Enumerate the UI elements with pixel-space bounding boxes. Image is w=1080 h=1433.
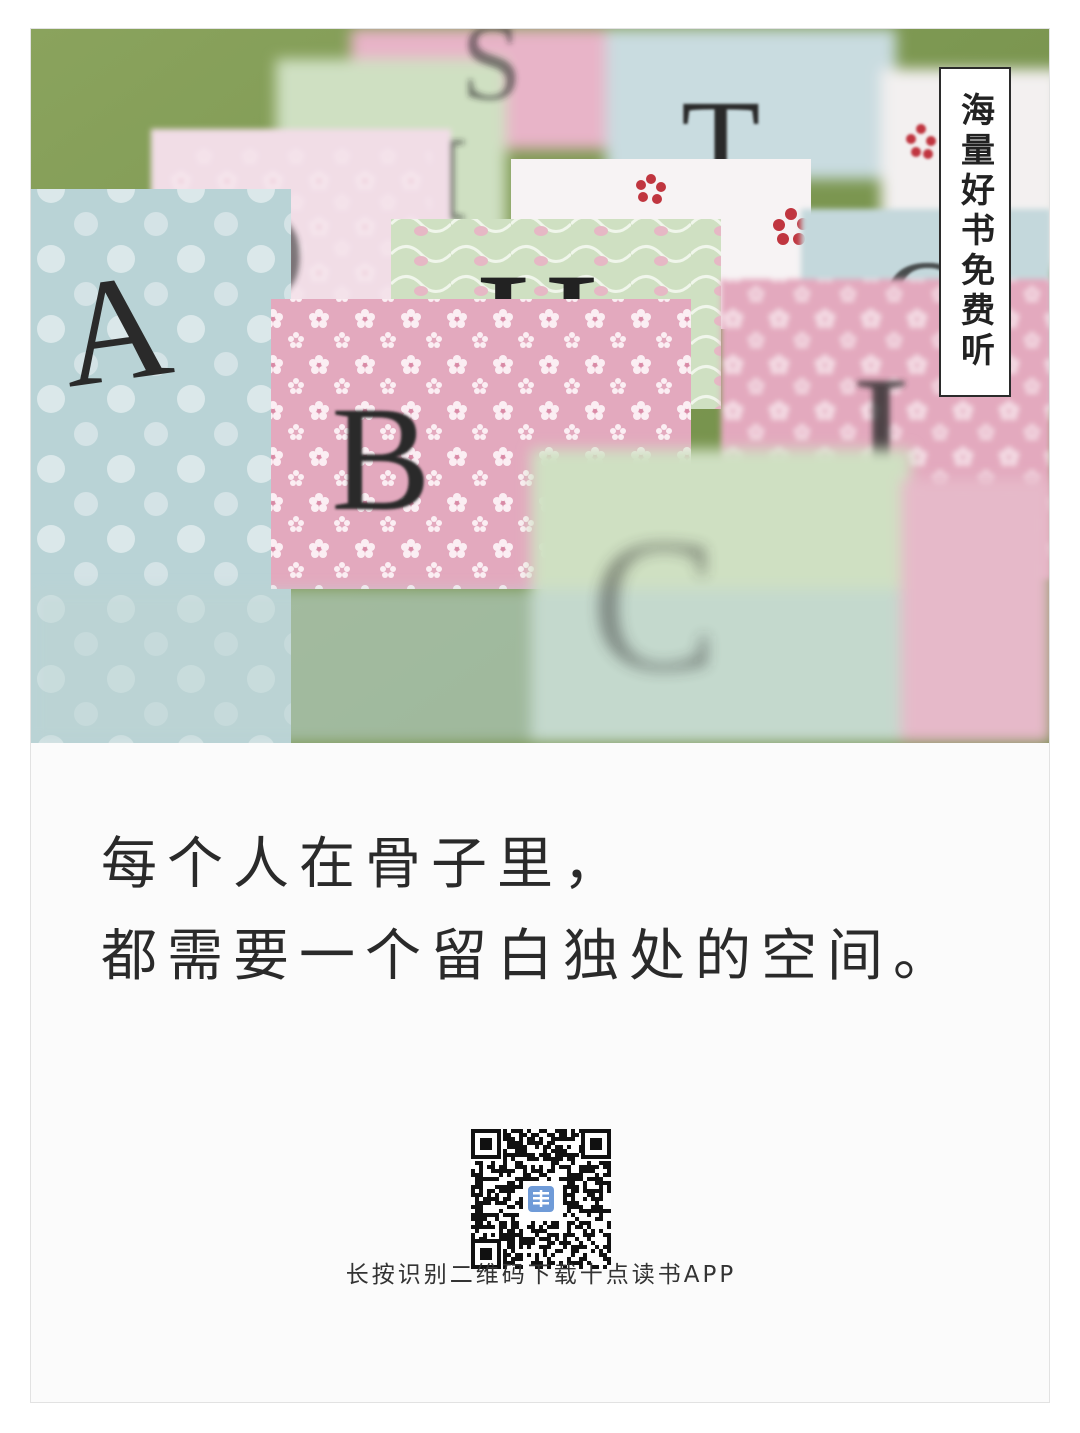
download-caption: 长按识别二维码下载十点读书APP <box>345 1262 737 1288</box>
photo-illustration: S M T O N <box>31 29 1049 743</box>
svg-text:A: A <box>50 240 180 419</box>
quote-line-2: 都需要一个留白独处的空间。 <box>101 924 959 989</box>
qr-code[interactable] <box>471 1129 611 1269</box>
app-logo-icon <box>525 1183 557 1215</box>
alphabet-tabs-photo: S M T O N <box>31 29 1049 743</box>
quote-text: 每个人在骨子里， 都需要一个留白独处的空间。 <box>101 819 959 1003</box>
free-audiobooks-badge: 海量好书免费听 <box>939 67 1011 397</box>
poster-card: S M T O N <box>30 28 1050 1403</box>
svg-text:S: S <box>461 29 522 123</box>
svg-text:C: C <box>591 501 718 711</box>
svg-text:B: B <box>331 376 431 542</box>
quote-line-1: 每个人在骨子里， <box>101 832 629 897</box>
badge-label: 海量好书免费听 <box>954 92 995 372</box>
